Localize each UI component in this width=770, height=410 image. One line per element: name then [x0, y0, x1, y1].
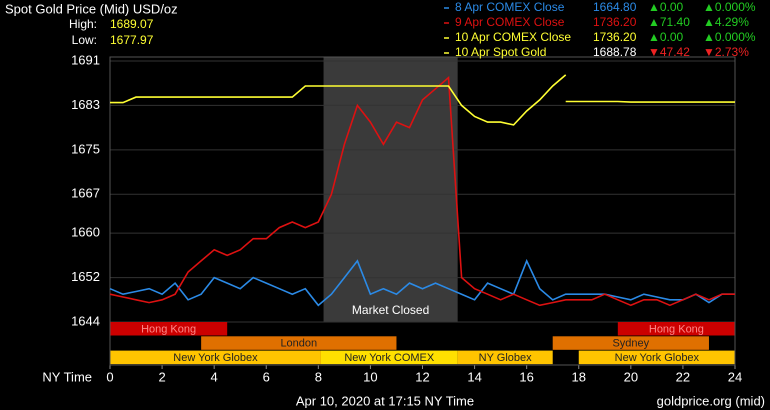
session-bar	[201, 336, 397, 350]
legend-close: 1736.20	[593, 30, 637, 44]
series-line	[565, 100, 735, 103]
high-value: 1689.07	[110, 17, 154, 31]
legend-close: 1688.78	[593, 45, 637, 59]
x-tick-label: 20	[624, 369, 638, 384]
session-bar	[110, 322, 228, 336]
legend-change: ▲0.00	[648, 0, 684, 14]
y-tick-label: 1652	[71, 269, 100, 284]
chart-title: Spot Gold Price (Mid) USD/oz	[5, 1, 178, 16]
session-label: New York COMEX	[344, 352, 435, 364]
x-tick-label: 22	[676, 369, 690, 384]
y-tick-label: 1667	[71, 186, 100, 201]
series-line	[110, 74, 567, 126]
session-label: Sydney	[612, 338, 649, 350]
legend-change-pct: ▲0.000%	[703, 30, 756, 44]
y-tick-label: 1691	[71, 52, 100, 67]
session-label: Hong Kong	[141, 323, 196, 335]
legend-name: 8 Apr COMEX Close	[455, 0, 565, 14]
session-label: New York Globex	[173, 352, 258, 364]
legend-change-pct: ▲0.000%	[703, 0, 756, 14]
legend-name: 9 Apr COMEX Close	[455, 15, 565, 29]
x-tick-label: 16	[519, 369, 533, 384]
session-bar	[110, 350, 321, 365]
x-tick-label: 8	[315, 369, 322, 384]
session-label: Hong Kong	[649, 323, 704, 335]
legend-change-pct: ▲4.29%	[703, 15, 749, 29]
market-closed-label: Market Closed	[352, 303, 429, 317]
session-label: NY Globex	[479, 352, 532, 364]
session-bar	[578, 350, 735, 365]
legend-close: 1736.20	[593, 15, 637, 29]
session-bar	[552, 336, 709, 350]
session-bar	[457, 350, 553, 365]
series-line	[109, 76, 735, 307]
legend-name: 10 Apr COMEX Close	[455, 30, 571, 44]
legend-change-pct: ▼2.73%	[703, 45, 749, 59]
y-tick-label: 1683	[71, 97, 100, 112]
legend-change: ▼47.42	[648, 45, 690, 59]
y-tick-label: 1660	[71, 225, 100, 240]
session-bar	[320, 350, 458, 365]
x-tick-label: 12	[415, 369, 429, 384]
market-closed-region	[323, 57, 458, 322]
x-tick-label: 18	[572, 369, 586, 384]
legend-change: ▲0.00	[648, 30, 684, 44]
y-tick-label: 1644	[71, 313, 100, 328]
x-tick-label: 10	[363, 369, 377, 384]
legend-change: ▲71.40	[648, 15, 690, 29]
legend-close: 1664.80	[593, 0, 637, 14]
session-label: New York Globex	[615, 352, 700, 364]
plot-frame	[109, 56, 736, 366]
series-line	[109, 258, 735, 307]
x-tick-label: 4	[211, 369, 218, 384]
footer-date: Apr 10, 2020 at 17:15 NY Time	[296, 393, 474, 408]
x-tick-label: 14	[467, 369, 481, 384]
legend-name: 10 Apr Spot Gold	[455, 45, 546, 59]
y-tick-label: 1675	[71, 141, 100, 156]
x-tick-label: 0	[106, 369, 113, 384]
session-bar	[617, 322, 735, 336]
low-value: 1677.97	[110, 33, 154, 47]
x-tick-label: 2	[158, 369, 165, 384]
session-label: London	[280, 338, 317, 350]
low-label: Low:	[72, 33, 97, 47]
x-tick-label: 24	[728, 369, 742, 384]
high-label: High:	[69, 17, 97, 31]
x-tick-label: 6	[263, 369, 270, 384]
footer-source: goldprice.org (mid)	[657, 393, 765, 408]
x-axis-label: NY Time	[42, 369, 92, 384]
